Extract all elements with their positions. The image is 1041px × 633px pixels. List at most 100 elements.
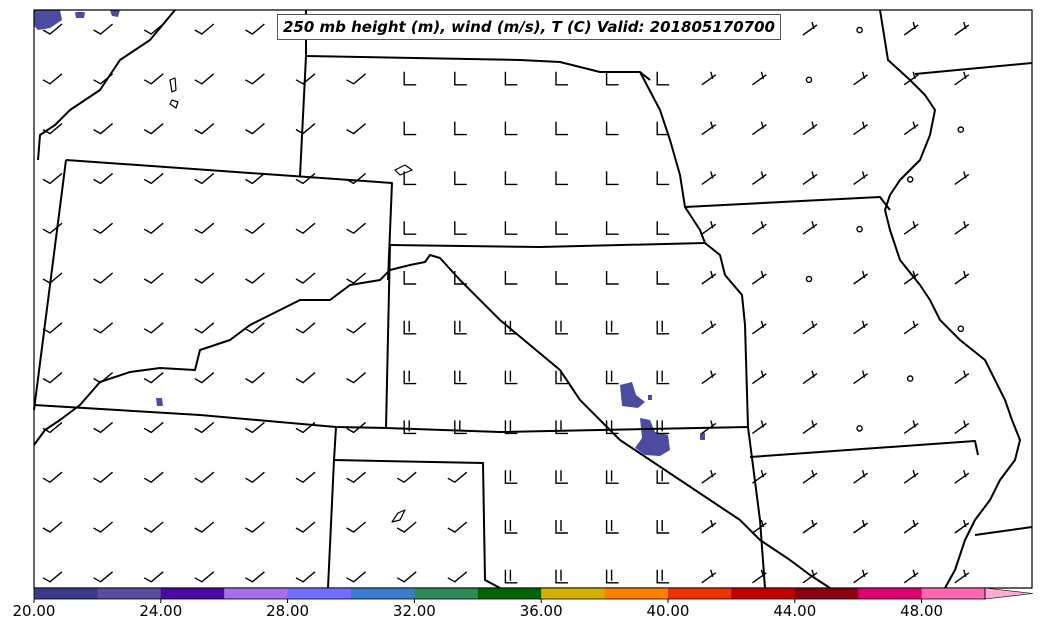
wind-barb	[656, 121, 670, 136]
wind-barb	[504, 221, 518, 235]
wind-barb	[245, 521, 265, 533]
ks-west-border	[385, 244, 391, 429]
wind-barb	[903, 519, 919, 534]
wind-barb	[853, 320, 869, 335]
wind-barb	[802, 121, 818, 136]
state-boundaries	[33, 9, 1033, 589]
wind-barb	[802, 569, 818, 584]
wind-barb	[903, 420, 919, 434]
wind-barb	[504, 520, 518, 534]
calm-marker	[906, 375, 914, 382]
wind-barb	[605, 569, 619, 584]
wind-barb	[42, 23, 63, 35]
wind-barb	[42, 272, 63, 284]
wind-barb	[701, 370, 717, 385]
wind-barb	[346, 222, 367, 235]
wind-barb	[346, 571, 367, 583]
shaded-region-1	[75, 12, 85, 18]
wind-barb	[42, 471, 63, 484]
colorbar-extend-arrow	[984, 587, 1034, 600]
wind-barb	[605, 121, 619, 136]
wind-barb	[143, 272, 164, 284]
calm-marker	[856, 425, 863, 432]
colorado-box	[65, 159, 393, 281]
wind-barb	[504, 71, 518, 86]
wind-barb	[42, 521, 63, 533]
calm-marker	[856, 225, 863, 233]
wind-barb	[454, 370, 467, 385]
tx-nm-border	[327, 459, 335, 589]
wind-barb	[605, 370, 619, 385]
wind-barb	[143, 372, 164, 384]
wind-barb	[504, 320, 518, 335]
wind-barb	[656, 71, 670, 86]
wind-barb	[245, 23, 265, 35]
wind-barb	[751, 470, 767, 484]
ok-ar-border	[747, 426, 766, 589]
wind-barb	[245, 172, 265, 185]
wind-barb	[295, 73, 316, 85]
wind-barb	[245, 123, 265, 135]
wind-barb	[504, 370, 518, 385]
ne-ks-border	[389, 242, 706, 248]
wind-barb	[802, 420, 818, 434]
wind-barb	[605, 520, 619, 534]
wind-barb	[143, 222, 164, 235]
wind-barb	[954, 420, 970, 434]
mississippi-river	[879, 9, 1021, 589]
wind-barb	[454, 121, 467, 136]
wind-barb	[802, 21, 818, 36]
wind-barb	[853, 121, 869, 136]
wind-barb	[194, 372, 215, 384]
wind-barb	[605, 221, 619, 235]
wind-barb	[605, 271, 619, 285]
wind-barb	[346, 521, 367, 533]
colorbar-tick-label: 32.00	[392, 602, 436, 620]
wind-barb	[751, 121, 767, 136]
shaded-region-6	[700, 433, 705, 440]
wind-barb	[701, 569, 717, 584]
wind-barb	[42, 571, 63, 583]
wind-barb	[954, 569, 970, 584]
wind-barb	[93, 322, 114, 334]
wind-barb	[656, 271, 670, 285]
wind-barb	[555, 71, 568, 86]
wind-barb	[295, 222, 316, 235]
wind-barb	[42, 322, 63, 334]
wind-barb	[751, 320, 767, 335]
colorbar-segment	[34, 588, 98, 599]
wind-barb	[701, 121, 717, 136]
wind-barb	[93, 421, 114, 434]
map-frame	[33, 9, 1033, 589]
shaded-region-4	[635, 418, 670, 456]
wind-barb	[805, 76, 813, 84]
wind-barb	[143, 571, 164, 583]
wind-barb	[245, 571, 265, 583]
wind-barb	[403, 121, 417, 136]
wind-barb	[701, 71, 717, 86]
wind-barb	[93, 123, 114, 135]
il-in-border	[914, 62, 1033, 75]
arkansas-river	[33, 254, 831, 589]
wind-barb	[295, 372, 316, 384]
wind-barb	[853, 470, 869, 484]
platte-fragment	[394, 164, 413, 176]
colorbar-tick-label: 28.00	[266, 602, 310, 620]
wind-barb	[903, 221, 919, 235]
wind-barb	[903, 21, 919, 36]
wind-barb	[93, 23, 114, 35]
wind-barb	[396, 471, 417, 484]
wind-barb	[346, 421, 367, 434]
wind-barb	[853, 71, 869, 86]
wind-barb	[856, 26, 863, 34]
colorbar-segment	[858, 588, 923, 599]
wind-barb	[656, 470, 670, 484]
wind-barb	[403, 420, 417, 435]
wind-barb	[802, 171, 818, 185]
wind-barb	[295, 172, 316, 185]
wind-barb	[403, 171, 417, 186]
wy-ne-line	[299, 55, 307, 177]
wind-barb	[346, 172, 367, 185]
wind-barb	[42, 421, 63, 434]
